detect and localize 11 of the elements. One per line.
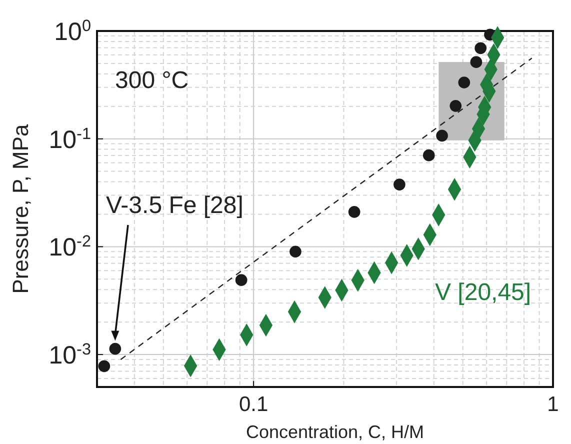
x-tick-label: 0.1 <box>238 393 268 416</box>
y-tick-label: 10$^{0}$ <box>54 17 91 46</box>
y-axis-title: Pressure, P, MPa <box>8 123 33 294</box>
x-axis-title: Concentration, C, H/M <box>246 422 424 442</box>
series-label: V [20,45] <box>435 279 532 306</box>
y-tick-label: 10$^{-1}$ <box>48 124 91 154</box>
annotation: 300 °C <box>115 67 189 94</box>
text: V-3.5 Fe [28] <box>106 192 244 219</box>
y-tick-label: 10$^{-2}$ <box>48 232 91 262</box>
y-tick-label: 10$^{-3}$ <box>48 340 91 370</box>
x-tick-label: 1 <box>547 393 559 416</box>
